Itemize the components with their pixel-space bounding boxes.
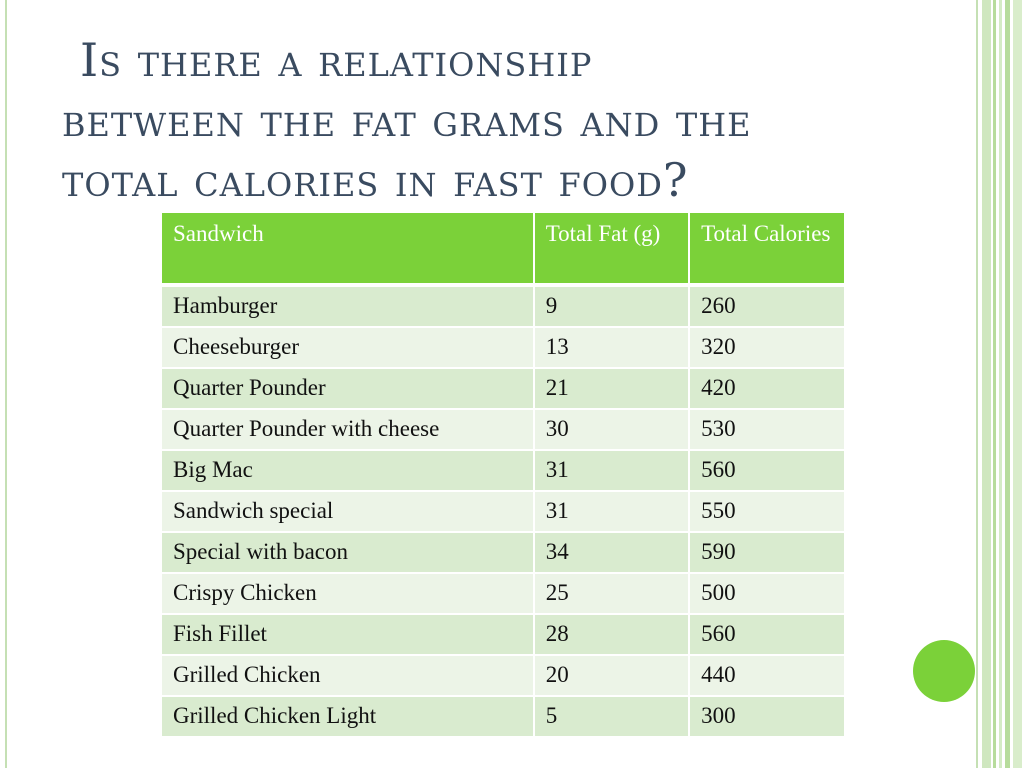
title-line-1: Is there a relationship (80, 33, 593, 87)
cell-sandwich: Big Mac (162, 450, 535, 492)
header-total-fat: Total Fat (g) (533, 213, 691, 287)
cell-sandwich: Cheeseburger (162, 327, 535, 369)
right-decorative-stripes (974, 0, 1024, 768)
table-row: Grilled Chicken Light 5 300 (162, 696, 846, 738)
table-row: Fish Fillet 28 560 (162, 614, 846, 656)
cell-calories: 500 (689, 573, 846, 615)
cell-fat: 21 (533, 368, 691, 410)
cell-fat: 25 (533, 573, 691, 615)
cell-fat: 20 (533, 655, 691, 697)
stripe (976, 0, 978, 768)
cell-sandwich: Hamburger (162, 285, 535, 328)
table-row: Hamburger 9 260 (162, 285, 846, 328)
table-row: Cheeseburger 13 320 (162, 327, 846, 369)
stripe (999, 0, 1002, 768)
cell-fat: 28 (533, 614, 691, 656)
cell-fat: 13 (533, 327, 691, 369)
cell-fat: 30 (533, 409, 691, 451)
table-row: Quarter Pounder 21 420 (162, 368, 846, 410)
cell-fat: 31 (533, 450, 691, 492)
table-header-row: Sandwich Total Fat (g) Total Calories (162, 213, 846, 287)
stripe (982, 0, 991, 768)
cell-fat: 9 (533, 285, 691, 328)
cell-sandwich: Special with bacon (162, 532, 535, 574)
cell-sandwich: Quarter Pounder (162, 368, 535, 410)
cell-sandwich: Fish Fillet (162, 614, 535, 656)
cell-calories: 300 (689, 696, 846, 738)
cell-sandwich: Grilled Chicken Light (162, 696, 535, 738)
cell-calories: 420 (689, 368, 846, 410)
table-row: Grilled Chicken 20 440 (162, 655, 846, 697)
cell-calories: 320 (689, 327, 846, 369)
decorative-green-circle (913, 640, 975, 702)
cell-calories: 260 (689, 285, 846, 328)
table-body: Hamburger 9 260 Cheeseburger 13 320 Quar… (162, 285, 846, 738)
slide-title: Is there a relationship between the fat … (62, 30, 922, 210)
fast-food-table: Sandwich Total Fat (g) Total Calories Ha… (162, 213, 846, 738)
cell-calories: 440 (689, 655, 846, 697)
cell-sandwich: Quarter Pounder with cheese (162, 409, 535, 451)
cell-calories: 530 (689, 409, 846, 451)
cell-sandwich: Crispy Chicken (162, 573, 535, 615)
table-row: Crispy Chicken 25 500 (162, 573, 846, 615)
table-row: Special with bacon 34 590 (162, 532, 846, 574)
cell-fat: 5 (533, 696, 691, 738)
left-border-line (5, 0, 7, 768)
table-row: Big Mac 31 560 (162, 450, 846, 492)
stripe (1013, 0, 1022, 768)
header-sandwich: Sandwich (162, 213, 535, 287)
cell-calories: 590 (689, 532, 846, 574)
cell-fat: 31 (533, 491, 691, 533)
cell-sandwich: Grilled Chicken (162, 655, 535, 697)
stripe (1005, 0, 1010, 768)
title-line-2: between the fat grams and the (62, 93, 752, 147)
stripe (993, 0, 996, 768)
table-row: Quarter Pounder with cheese 30 530 (162, 409, 846, 451)
title-line-3: total calories in fast food? (62, 153, 689, 207)
cell-fat: 34 (533, 532, 691, 574)
header-total-calories: Total Calories (689, 213, 846, 287)
cell-sandwich: Sandwich special (162, 491, 535, 533)
table-row: Sandwich special 31 550 (162, 491, 846, 533)
cell-calories: 550 (689, 491, 846, 533)
cell-calories: 560 (689, 450, 846, 492)
cell-calories: 560 (689, 614, 846, 656)
